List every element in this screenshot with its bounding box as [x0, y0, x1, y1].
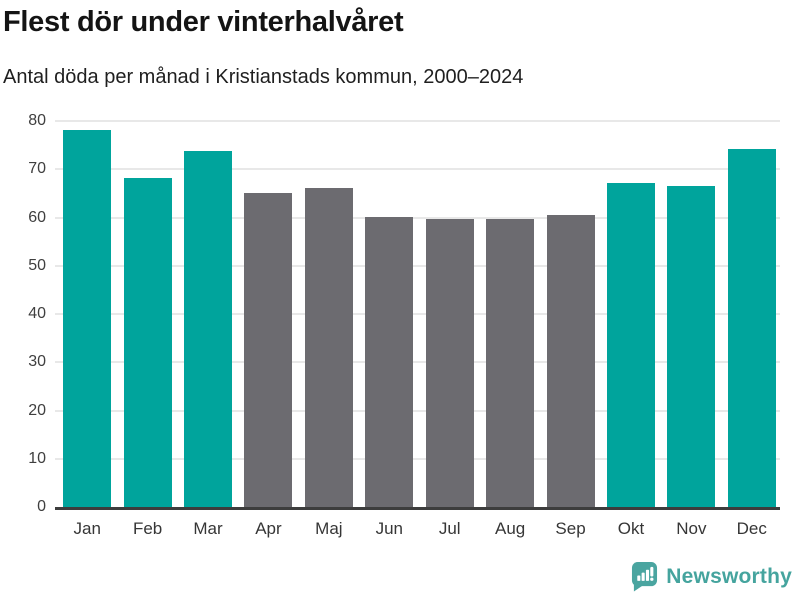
x-tick-label-jan: Jan [73, 519, 101, 538]
y-tick-label-0: 0 [37, 498, 46, 515]
footer-brand: Newsworthy [631, 561, 792, 592]
bar-jun [365, 216, 414, 507]
newsworthy-speech-bubble-chart-icon [631, 561, 658, 592]
bar-nov [667, 186, 716, 507]
bar-dec [727, 149, 776, 507]
x-tick-label-sep: Sep [555, 519, 586, 538]
bar-aug [486, 218, 535, 507]
x-tick-label-maj: Maj [315, 519, 343, 538]
page-subtitle: Antal döda per månad i Kristianstads kom… [3, 66, 524, 88]
bar-apr [244, 192, 293, 507]
x-tick-label-jul: Jul [438, 519, 461, 538]
y-tick-label-20: 20 [28, 401, 46, 419]
x-tick-label-feb: Feb [132, 519, 163, 538]
x-tick-label-nov: Nov [676, 519, 707, 538]
plot-area [55, 120, 780, 507]
y-tick-label-30: 30 [28, 353, 46, 371]
bar-feb [123, 177, 172, 507]
bar-jan [63, 129, 112, 507]
x-axis-line [55, 507, 780, 510]
bar-sep [546, 215, 595, 507]
bar-mar [184, 150, 233, 507]
bar-okt [606, 183, 655, 507]
bar-jul [425, 218, 474, 507]
x-tick-label-okt: Okt [617, 519, 645, 538]
gridline-10 [55, 457, 780, 460]
gridline-50 [55, 264, 780, 267]
gridline-60 [55, 216, 780, 219]
bar-maj [304, 188, 353, 507]
x-tick-label-aug: Aug [495, 519, 526, 538]
y-tick-label-70: 70 [28, 160, 46, 178]
gridline-70 [55, 168, 780, 171]
gridline-40 [55, 313, 780, 315]
x-tick-label-jun: Jun [375, 519, 403, 538]
y-tick-label-10: 10 [28, 449, 46, 467]
page-title: Flest dör under vinterhalvåret [3, 6, 404, 38]
y-tick-label-60: 60 [28, 208, 46, 226]
brand-name: Newsworthy [666, 564, 792, 588]
x-tick-label-apr: Apr [255, 519, 282, 538]
gridline-20 [55, 409, 780, 412]
y-tick-label-50: 50 [28, 256, 46, 274]
x-tick-label-mar: Mar [193, 519, 223, 538]
gridline-80 [55, 120, 780, 122]
gridline-30 [55, 361, 780, 364]
y-tick-label-40: 40 [28, 305, 46, 322]
y-tick-label-80: 80 [28, 112, 46, 129]
x-tick-label-dec: Dec [736, 519, 767, 538]
